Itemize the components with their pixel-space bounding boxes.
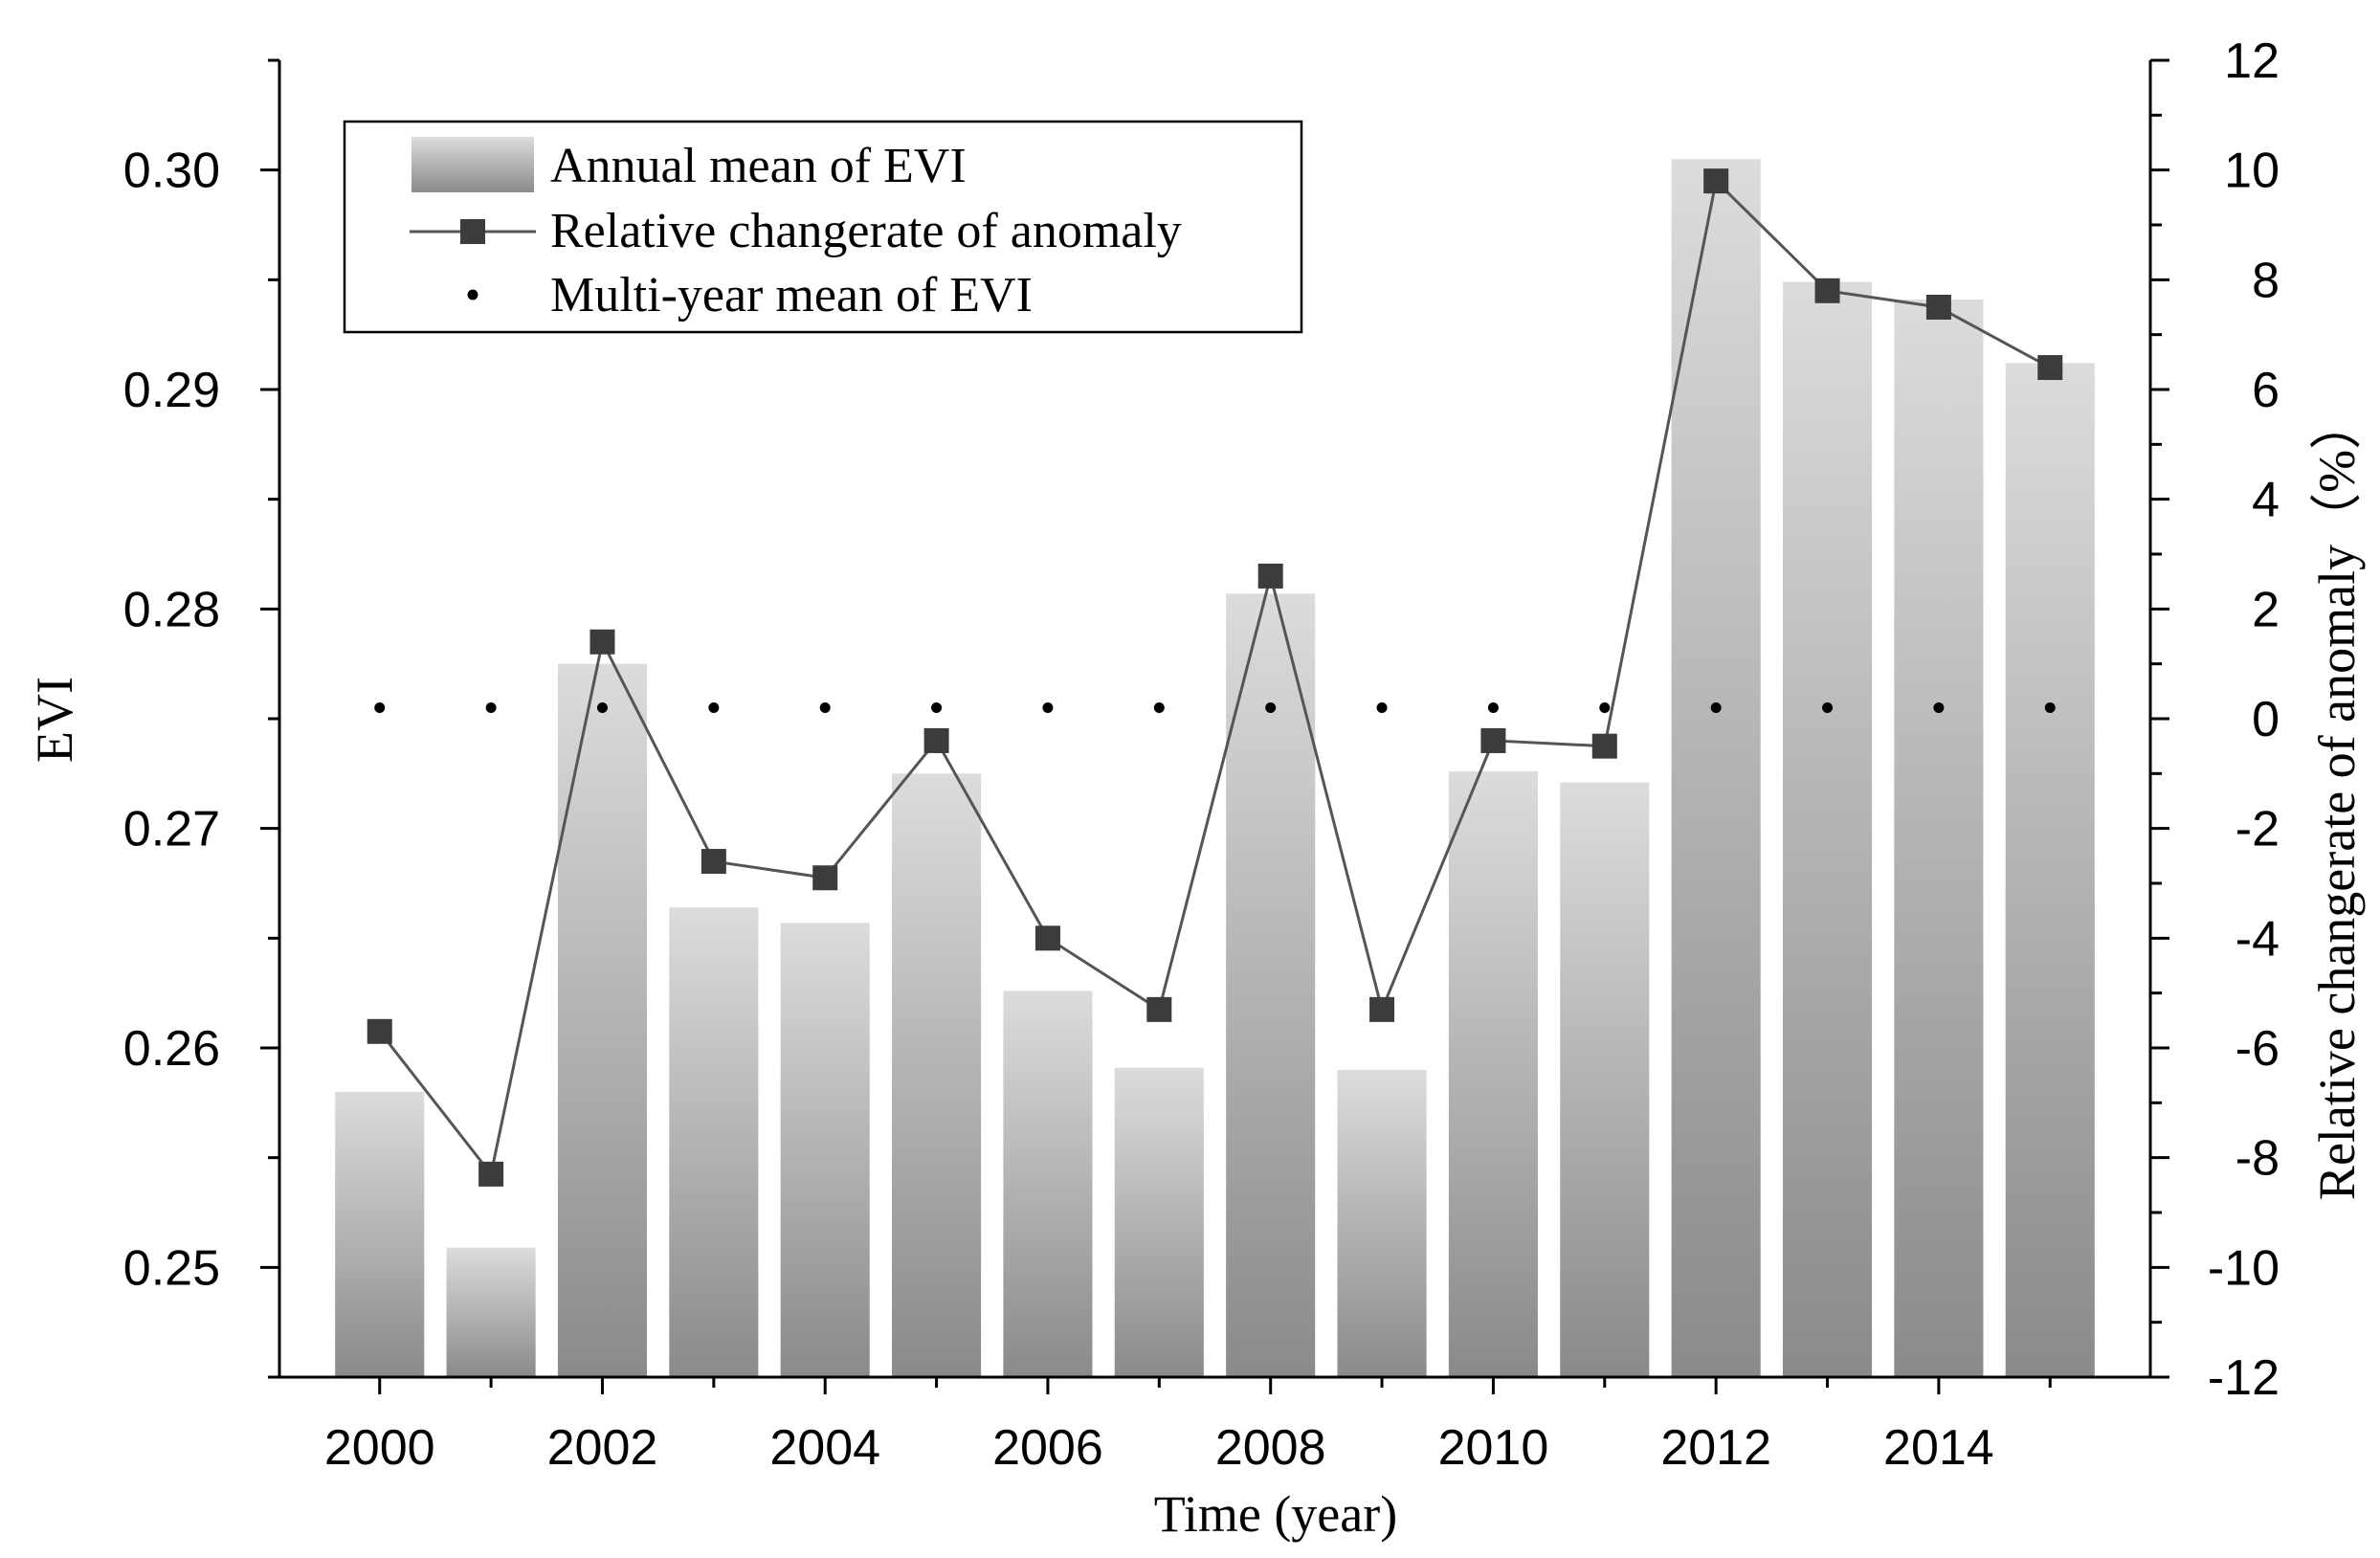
y2-tick-label-12: 12 [2224, 33, 2280, 89]
anomaly-marker-2008 [1257, 563, 1283, 589]
x-tick-label-2012: 2012 [1660, 1420, 1771, 1476]
legend-bar-swatch [411, 137, 534, 192]
mean-dot-2011 [1599, 702, 1611, 714]
mean-dot-2000 [374, 702, 386, 714]
mean-dot-2003 [708, 702, 720, 714]
y-tick-label-0.27: 0.27 [123, 802, 220, 857]
anomaly-marker-2010 [1480, 727, 1506, 753]
anomaly-marker-2011 [1591, 733, 1617, 759]
mean-dot-2002 [596, 702, 608, 714]
bar-2014 [1894, 299, 1984, 1377]
mean-dot-2008 [1265, 702, 1277, 714]
y2-tick-label-4: 4 [2252, 473, 2280, 528]
x-tick-label-2000: 2000 [324, 1420, 435, 1476]
mean-dot-2007 [1153, 702, 1165, 714]
bar-2012 [1671, 159, 1761, 1378]
y2-tick-label-0: 0 [2252, 692, 2280, 747]
anomaly-line-layer [367, 168, 2063, 1187]
anomaly-marker-2003 [701, 849, 726, 875]
anomaly-marker-2002 [589, 629, 615, 655]
mean-dot-2010 [1487, 702, 1499, 714]
anomaly-marker-2014 [1925, 295, 1951, 320]
y2-tick-label-6: 6 [2252, 363, 2280, 418]
y-tick-label-0.29: 0.29 [123, 363, 220, 418]
legend-marker-swatch [460, 219, 485, 244]
x-tick-label-2010: 2010 [1438, 1420, 1549, 1476]
x-tick-label-2002: 2002 [547, 1420, 658, 1476]
anomaly-marker-2007 [1146, 996, 1172, 1022]
legend-dot-swatch [467, 289, 478, 300]
y2-tick-label--10: -10 [2208, 1240, 2280, 1296]
bar-2010 [1448, 771, 1538, 1377]
bar-2007 [1114, 1067, 1204, 1377]
bars-layer [335, 159, 2095, 1378]
anomaly-marker-2005 [923, 727, 949, 753]
anomaly-line [378, 178, 2051, 1178]
y2-tick-label--6: -6 [2235, 1021, 2280, 1077]
bar-2009 [1337, 1069, 1427, 1377]
bar-2004 [780, 923, 870, 1377]
anomaly-marker-2001 [478, 1161, 504, 1187]
bar-2006 [1003, 990, 1093, 1377]
bar-2000 [335, 1091, 425, 1377]
bar-2005 [892, 773, 982, 1377]
x-tick-label-2008: 2008 [1215, 1420, 1326, 1476]
y2-tick-label--2: -2 [2235, 802, 2280, 857]
mean-dot-2005 [931, 702, 943, 714]
anomaly-marker-2013 [1814, 278, 1840, 303]
y-tick-label-0.30: 0.30 [123, 144, 220, 199]
y2-tick-label-2: 2 [2252, 582, 2280, 637]
mean-dot-2009 [1376, 702, 1388, 714]
legend-label-annual-mean: Annual mean of EVI [550, 139, 967, 193]
y2-axis-title: Relative changerate of anomaly（%） [2308, 398, 2366, 1200]
axes-layer: 2000 2002 2004 2006 2008 2010 2012 20140.250.26… [123, 33, 2280, 1476]
anomaly-marker-2012 [1703, 168, 1729, 194]
mean-dot-2013 [1822, 702, 1834, 714]
bar-2003 [669, 907, 759, 1377]
x-axis-title: Time (year) [1154, 1485, 1397, 1543]
bar-2008 [1226, 593, 1316, 1377]
anomaly-marker-2006 [1034, 925, 1060, 951]
y2-tick-label--12: -12 [2208, 1350, 2280, 1406]
x-tick-label-2014: 2014 [1883, 1420, 1994, 1476]
legend-label-anomaly: Relative changerate of anomaly [550, 204, 1182, 258]
bar-2002 [557, 663, 648, 1377]
y-tick-label-0.28: 0.28 [123, 582, 220, 637]
bar-2015 [2005, 363, 2095, 1378]
y2-tick-label-8: 8 [2252, 253, 2280, 308]
y-tick-label-0.26: 0.26 [123, 1021, 220, 1077]
bar-2013 [1782, 281, 1873, 1377]
bar-2001 [446, 1247, 536, 1377]
x-tick-label-2006: 2006 [992, 1420, 1103, 1476]
y2-tick-label-10: 10 [2224, 144, 2280, 199]
mean-dot-2004 [819, 702, 831, 714]
mean-dot-2015 [2044, 702, 2056, 714]
y2-tick-label--8: -8 [2235, 1131, 2280, 1187]
mean-dot-2006 [1042, 702, 1054, 714]
legend-label-multiyear-mean: Multi-year mean of EVI [550, 268, 1033, 323]
anomaly-marker-2004 [812, 865, 838, 891]
mean-dot-2001 [485, 702, 497, 714]
anomaly-marker-2009 [1369, 996, 1395, 1022]
x-tick-label-2004: 2004 [769, 1420, 880, 1476]
legend: Annual mean of EVI Relative changerate o… [343, 120, 1303, 334]
anomaly-marker-2015 [2037, 355, 2063, 381]
y-axis-title: EVI [26, 677, 83, 763]
anomaly-marker-2000 [367, 1018, 392, 1044]
mean-dot-2014 [1933, 702, 1945, 714]
mean-dot-2012 [1710, 702, 1722, 714]
mean-dots-layer [374, 702, 2056, 714]
y-tick-label-0.25: 0.25 [123, 1240, 220, 1296]
y2-tick-label--4: -4 [2235, 911, 2280, 967]
bar-2011 [1560, 782, 1650, 1377]
